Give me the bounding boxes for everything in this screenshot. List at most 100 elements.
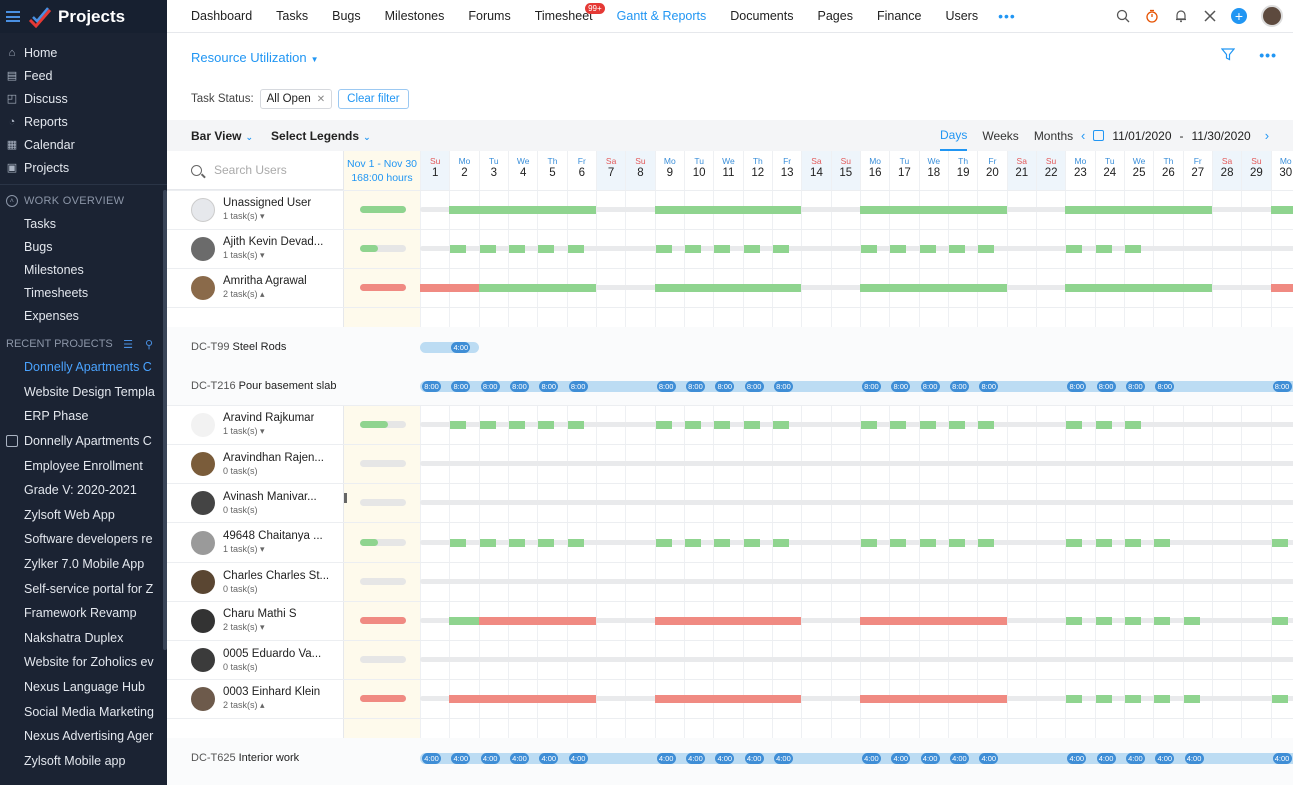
sidebar-item-timesheets[interactable]: Timesheets: [24, 285, 89, 300]
user-row-label[interactable]: 49648 Chaitanya ... 1 task(s) ▾: [167, 523, 344, 562]
nav-link-dashboard[interactable]: Dashboard: [167, 0, 264, 33]
prev-arrow-icon[interactable]: ‹: [1081, 128, 1086, 143]
recent-project-item[interactable]: Zylsoft Mobile app: [0, 749, 167, 774]
tab-months[interactable]: Months: [1033, 128, 1074, 143]
hours-chip[interactable]: 4:00: [1184, 753, 1204, 764]
hours-chip[interactable]: 4:00: [1067, 753, 1087, 764]
hours-chip[interactable]: 8:00: [451, 381, 471, 392]
clear-filter-button[interactable]: Clear filter: [338, 89, 409, 109]
recent-project-item[interactable]: Nexus Language Hub: [0, 675, 167, 700]
search-icon[interactable]: [1115, 9, 1130, 24]
hours-chip[interactable]: 4:00: [451, 753, 471, 764]
recent-project-item[interactable]: Grade V: 2020-2021: [0, 478, 167, 503]
hours-chip[interactable]: 8:00: [568, 381, 588, 392]
recent-project-item[interactable]: Framework Revamp: [0, 601, 167, 626]
hours-chip[interactable]: 8:00: [1155, 381, 1175, 392]
sidebar-item-home[interactable]: ⌂ Home: [0, 41, 167, 64]
hours-chip[interactable]: 8:00: [949, 381, 969, 392]
hours-chip[interactable]: 4:00: [656, 753, 676, 764]
work-overview-heading[interactable]: ˄ WORK OVERVIEW: [0, 190, 167, 212]
sidebar-item-reports[interactable]: ◔ Reports: [0, 110, 167, 133]
user-search[interactable]: Search Users: [167, 151, 343, 190]
recent-project-item[interactable]: Nexus Advertising Ager: [0, 724, 167, 749]
more-options-icon[interactable]: •••: [1259, 47, 1277, 63]
hours-chip[interactable]: 4:00: [539, 753, 559, 764]
hours-chip[interactable]: 4:00: [1272, 753, 1292, 764]
recent-project-item[interactable]: Nakshatra Duplex: [0, 626, 167, 651]
nav-link-milestones[interactable]: Milestones: [373, 0, 457, 33]
hours-chip[interactable]: 4:00: [920, 753, 940, 764]
recent-project-item[interactable]: Donnelly Apartments C: [0, 355, 167, 380]
task-row-label[interactable]: DC-T661Site Approval: [167, 777, 344, 785]
bar-view-dropdown[interactable]: Bar View ⌄: [191, 129, 253, 143]
expand-toggle-icon[interactable]: ▾: [257, 544, 265, 554]
user-row-label[interactable]: Avinash Manivar... 0 task(s): [167, 483, 344, 522]
nav-link-gantt-reports[interactable]: Gantt & Reports: [605, 0, 719, 33]
nav-link-timesheet[interactable]: Timesheet 99+: [523, 0, 605, 33]
user-row-label[interactable]: Charu Mathi S 2 task(s) ▾: [167, 601, 344, 640]
hours-chip[interactable]: 8:00: [773, 381, 793, 392]
hours-chip[interactable]: 4:00: [949, 753, 969, 764]
recent-project-item[interactable]: ERP Phase: [0, 404, 167, 429]
calendar-icon[interactable]: [1093, 130, 1105, 141]
tools-icon[interactable]: [1202, 9, 1217, 24]
expand-toggle-icon[interactable]: ▾: [257, 211, 265, 221]
recent-project-item[interactable]: Self-service portal for Z: [0, 576, 167, 601]
hours-chip[interactable]: 8:00: [422, 381, 441, 392]
sidebar-scrollbar[interactable]: [163, 190, 167, 650]
sidebar-item-expenses[interactable]: Expenses: [24, 308, 79, 323]
hours-chip[interactable]: 8:00: [1067, 381, 1087, 392]
hours-chip[interactable]: 8:00: [920, 381, 940, 392]
expand-toggle-icon[interactable]: ▾: [257, 622, 265, 632]
hours-chip[interactable]: 4:00: [979, 753, 999, 764]
recent-project-item[interactable]: Website Design Templa: [0, 380, 167, 405]
user-row-label[interactable]: 0003 Einhard Klein 2 task(s) ▴: [167, 679, 344, 718]
recent-project-item[interactable]: Software developers re: [0, 527, 167, 552]
hours-chip[interactable]: 8:00: [979, 381, 999, 392]
nav-link-bugs[interactable]: Bugs: [320, 0, 373, 33]
bell-icon[interactable]: [1173, 9, 1188, 24]
task-row-label[interactable]: DC-T216 Pour basement slab: [167, 366, 344, 405]
tab-weeks[interactable]: Weeks: [982, 128, 1019, 143]
nav-link-documents[interactable]: Documents: [718, 0, 805, 33]
hours-chip[interactable]: 8:00: [1125, 381, 1145, 392]
hours-chip[interactable]: 4:00: [451, 342, 471, 353]
task-row-label[interactable]: DC-T625 Interior work: [167, 738, 344, 777]
hours-chip[interactable]: 8:00: [509, 381, 529, 392]
hours-chip[interactable]: 8:00: [1272, 381, 1292, 392]
recent-project-item[interactable]: Zylsoft Web App: [0, 503, 167, 528]
tab-days[interactable]: Days: [940, 120, 968, 151]
sidebar-item-feed[interactable]: ▤ Feed: [0, 64, 167, 87]
recent-project-item[interactable]: Social Media Marketing: [0, 699, 167, 724]
status-chip[interactable]: All Open ✕: [259, 89, 333, 109]
hours-chip[interactable]: 8:00: [685, 381, 705, 392]
recent-project-item[interactable]: Donnelly Apartments C: [0, 429, 167, 454]
user-row-label[interactable]: Charles Charles St... 0 task(s): [167, 562, 344, 601]
column-resize-handle[interactable]: [344, 493, 347, 503]
sidebar-item-tasks[interactable]: Tasks: [24, 216, 56, 231]
sidebar-item-discuss[interactable]: ◰ Discuss: [0, 87, 167, 110]
sidebar-item-bugs[interactable]: Bugs: [24, 239, 53, 254]
user-row-label[interactable]: Aravind Rajkumar 1 task(s) ▾: [167, 405, 344, 444]
search-icon[interactable]: ⚲: [144, 338, 153, 351]
timer-icon[interactable]: [1144, 9, 1159, 24]
user-row-label[interactable]: Unassigned User 1 task(s) ▾: [167, 190, 344, 229]
sidebar-item-calendar[interactable]: ▦ Calendar: [0, 133, 167, 156]
hours-chip[interactable]: 4:00: [861, 753, 881, 764]
hours-chip[interactable]: 8:00: [715, 381, 735, 392]
sidebar-item-milestones[interactable]: Milestones: [24, 262, 84, 277]
nav-link-users[interactable]: Users: [933, 0, 990, 33]
user-row-label[interactable]: Amritha Agrawal 2 task(s) ▴: [167, 268, 344, 307]
hours-chip[interactable]: 8:00: [1096, 381, 1116, 392]
hours-chip[interactable]: 4:00: [422, 753, 441, 764]
user-row-label[interactable]: Ajith Kevin Devad... 1 task(s) ▾: [167, 229, 344, 268]
close-icon[interactable]: ✕: [316, 93, 326, 105]
user-avatar[interactable]: [1261, 5, 1283, 27]
hours-chip[interactable]: 4:00: [1155, 753, 1175, 764]
hours-chip[interactable]: 8:00: [539, 381, 559, 392]
recent-project-item[interactable]: Website for Zoholics ev: [0, 650, 167, 675]
hours-chip[interactable]: 4:00: [1125, 753, 1145, 764]
filter-icon[interactable]: [1221, 47, 1236, 64]
expand-toggle-icon[interactable]: ▾: [257, 250, 265, 260]
hours-chip[interactable]: 4:00: [891, 753, 911, 764]
